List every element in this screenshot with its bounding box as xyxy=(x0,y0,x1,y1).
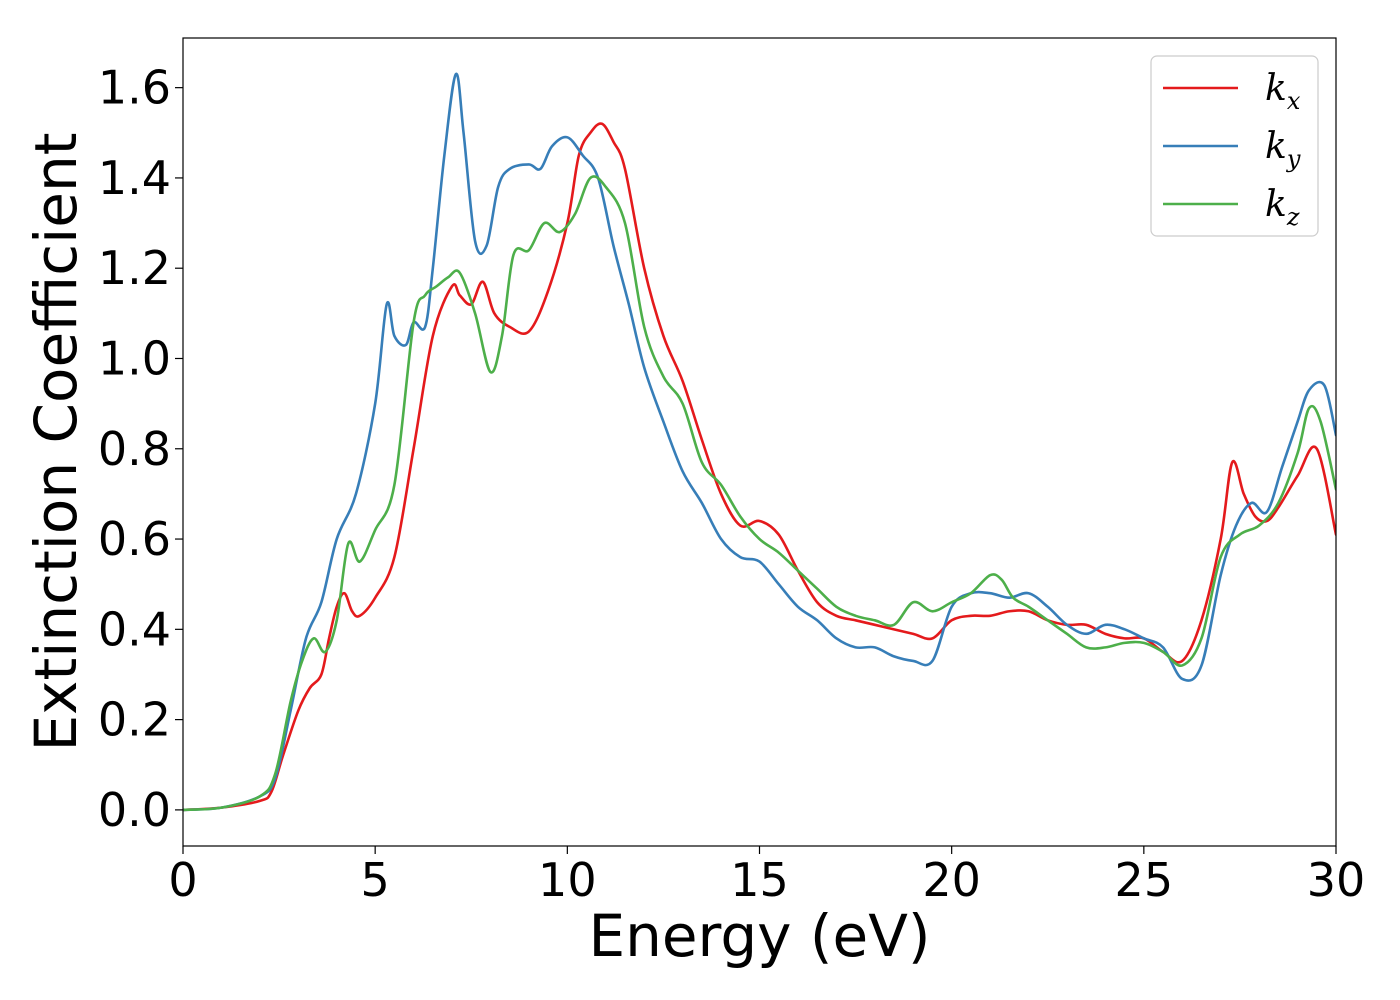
x-tick-label: 20 xyxy=(922,853,981,907)
x-tick-label: 0 xyxy=(168,853,197,907)
y-tick-label: 1.6 xyxy=(98,61,171,115)
y-axis-ticks: 0.0 0.2 0.4 0.6 0.8 1.0 1.2 1.4 1.6 xyxy=(98,61,183,837)
y-tick-label: 0.8 xyxy=(98,422,171,476)
y-tick-label: 0.6 xyxy=(98,512,171,566)
x-tick-label: 10 xyxy=(538,853,597,907)
x-tick-label: 25 xyxy=(1115,853,1174,907)
x-tick-label: 15 xyxy=(730,853,789,907)
y-tick-label: 0.2 xyxy=(98,693,171,747)
series-layer xyxy=(183,72,1336,812)
x-tick-label: 5 xyxy=(361,853,390,907)
y-tick-label: 1.2 xyxy=(98,241,171,295)
x-axis-ticks: 0 5 10 15 20 25 30 xyxy=(168,846,1365,907)
y-axis-label: Extinction Coefficient xyxy=(22,133,90,752)
series-line-ky xyxy=(183,72,1336,812)
y-tick-label: 1.0 xyxy=(98,331,171,385)
x-tick-label: 30 xyxy=(1307,853,1366,907)
series-line-kz xyxy=(183,175,1336,812)
y-tick-label: 0.0 xyxy=(98,783,171,837)
y-tick-label: 0.4 xyxy=(98,602,171,656)
y-tick-label: 1.4 xyxy=(98,151,171,205)
x-axis-label: Energy (eV) xyxy=(588,902,930,970)
